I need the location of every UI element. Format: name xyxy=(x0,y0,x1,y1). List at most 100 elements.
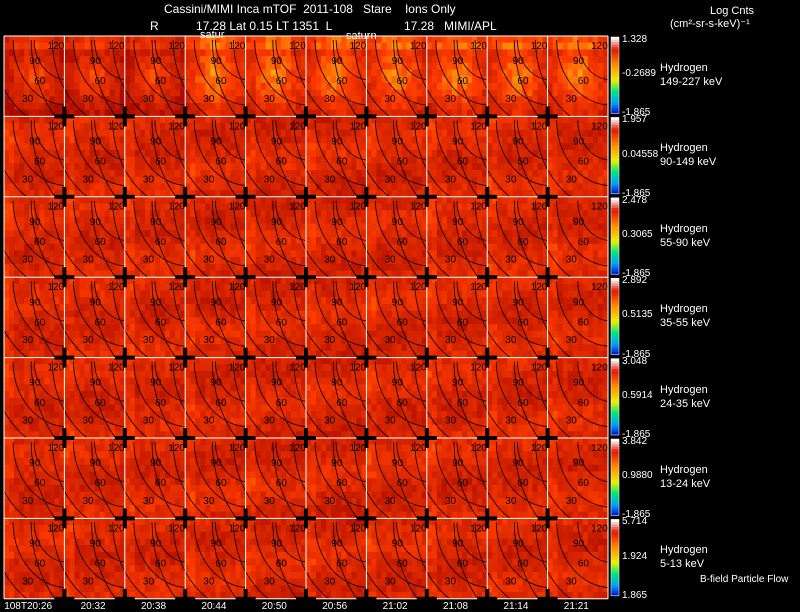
image-pixel xyxy=(436,89,443,97)
image-pixel xyxy=(24,42,30,50)
image-pixel xyxy=(34,196,40,204)
image-pixel xyxy=(4,230,10,238)
image-pixel xyxy=(406,143,413,151)
image-pixel xyxy=(34,103,40,111)
image-pixel xyxy=(557,257,564,265)
image-pixel xyxy=(396,36,403,44)
image-pixel xyxy=(436,156,443,164)
image-pixel xyxy=(376,176,382,184)
image-pixel xyxy=(245,62,252,70)
image-pixel xyxy=(396,196,403,204)
image-pixel xyxy=(411,270,418,278)
contour-label: 60 xyxy=(215,157,227,168)
image-pixel xyxy=(326,62,332,70)
image-pixel xyxy=(255,156,262,164)
image-pixel xyxy=(592,163,599,171)
image-pixel xyxy=(572,190,579,198)
image-pixel xyxy=(129,149,136,157)
image-pixel xyxy=(275,270,282,278)
image-pixel xyxy=(306,103,312,111)
image-pixel xyxy=(144,277,151,285)
image-pixel xyxy=(386,123,392,131)
image-pixel xyxy=(290,243,297,251)
image-pixel xyxy=(446,76,453,84)
image-pixel xyxy=(165,183,171,191)
image-pixel xyxy=(376,250,382,258)
image-pixel xyxy=(175,156,181,164)
image-pixel xyxy=(265,196,272,204)
image-pixel xyxy=(557,149,564,157)
image-pixel xyxy=(507,196,513,204)
image-pixel xyxy=(139,170,146,178)
image-pixel xyxy=(144,203,151,211)
image-pixel xyxy=(326,116,332,124)
image-pixel xyxy=(557,156,564,164)
image-pixel xyxy=(149,116,156,124)
image-pixel xyxy=(396,69,403,77)
image-pixel xyxy=(19,163,25,171)
image-pixel xyxy=(381,223,387,231)
image-pixel xyxy=(14,163,20,171)
image-pixel xyxy=(346,136,352,144)
image-pixel xyxy=(69,116,75,124)
contour-label: 90 xyxy=(573,217,585,228)
image-pixel xyxy=(9,103,15,111)
image-pixel xyxy=(562,223,569,231)
image-pixel xyxy=(94,176,101,184)
image-pixel xyxy=(14,230,20,238)
image-pixel xyxy=(109,123,116,131)
contour-label: 30 xyxy=(566,94,578,105)
image-pixel xyxy=(316,62,322,70)
image-pixel xyxy=(572,62,579,70)
image-pixel xyxy=(64,62,70,70)
image-pixel xyxy=(537,62,543,70)
image-pixel xyxy=(29,136,35,144)
image-pixel xyxy=(59,103,65,111)
image-pixel xyxy=(446,116,453,124)
image-pixel xyxy=(139,82,146,90)
image-pixel xyxy=(386,42,392,50)
image-pixel xyxy=(165,136,171,144)
image-pixel xyxy=(441,216,448,224)
image-pixel xyxy=(532,237,538,245)
image-pixel xyxy=(341,49,347,57)
image-pixel xyxy=(542,96,548,104)
image-pixel xyxy=(14,56,20,64)
image-pixel xyxy=(552,96,559,104)
image-pixel xyxy=(165,170,171,178)
image-pixel xyxy=(527,36,533,44)
image-pixel xyxy=(446,82,453,90)
image-pixel xyxy=(577,109,584,117)
image-pixel xyxy=(512,103,518,111)
image-pixel xyxy=(49,237,55,245)
image-pixel xyxy=(290,163,297,171)
image-pixel xyxy=(190,49,196,57)
image-pixel xyxy=(275,103,282,111)
image-pixel xyxy=(89,283,95,291)
image-pixel xyxy=(230,103,236,111)
image-pixel xyxy=(79,243,85,251)
image-pixel xyxy=(119,89,126,97)
image-pixel xyxy=(321,156,327,164)
image-pixel xyxy=(119,49,126,57)
image-pixel xyxy=(401,69,408,77)
image-pixel xyxy=(562,143,569,151)
image-pixel xyxy=(562,243,569,251)
image-pixel xyxy=(49,270,55,278)
image-pixel xyxy=(160,270,166,278)
image-pixel xyxy=(14,250,20,258)
image-pixel xyxy=(134,109,141,117)
image-pixel xyxy=(582,123,589,131)
image-pixel xyxy=(376,170,382,178)
image-pixel xyxy=(220,82,226,90)
image-pixel xyxy=(119,183,126,191)
image-pixel xyxy=(587,49,594,57)
image-pixel xyxy=(149,270,156,278)
image-pixel xyxy=(124,190,131,198)
image-pixel xyxy=(547,96,554,104)
image-pixel xyxy=(134,270,141,278)
contour-label: 30 xyxy=(22,335,34,346)
image-pixel xyxy=(300,89,307,97)
image-pixel xyxy=(582,250,589,258)
image-pixel xyxy=(411,76,418,84)
